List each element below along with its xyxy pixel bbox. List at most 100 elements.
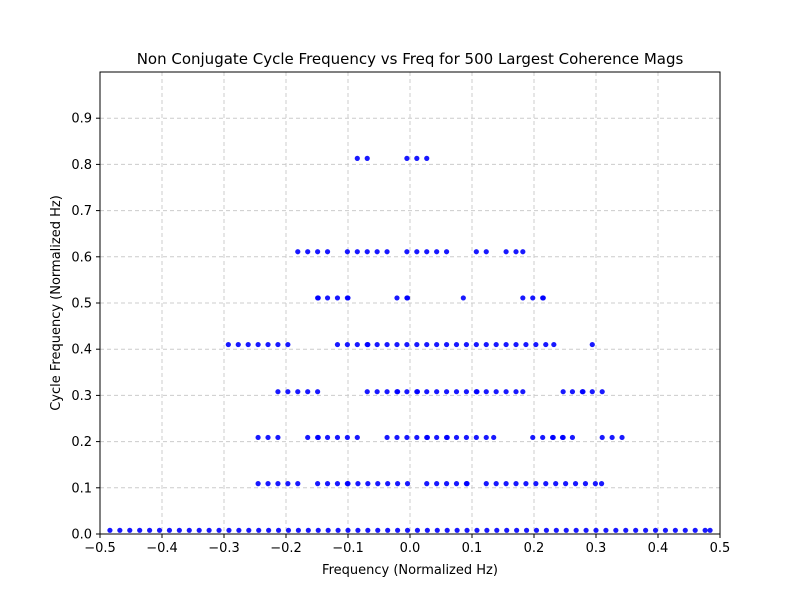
data-point [305, 527, 311, 533]
x-tick-label: 0.4 [648, 541, 669, 556]
data-point [553, 527, 559, 533]
data-point [236, 527, 242, 533]
data-point [265, 481, 271, 487]
data-point [572, 481, 579, 487]
data-point [295, 249, 301, 255]
data-point [394, 434, 400, 441]
y-axis-ticks: 0.0 0.1 0.2 0.3 0.4 0.5 0.6 0.7 0.8 0.9 [71, 112, 100, 543]
data-point [493, 389, 499, 395]
data-point [255, 434, 261, 441]
data-point [324, 295, 331, 301]
data-point [375, 527, 381, 533]
data-point [483, 341, 489, 348]
data-point [707, 527, 713, 533]
data-point [434, 481, 440, 487]
data-point [275, 389, 281, 395]
data-point [613, 527, 619, 533]
data-point [394, 295, 400, 301]
data-point [196, 527, 202, 533]
data-point [345, 527, 351, 533]
data-point [543, 527, 550, 533]
data-point [335, 527, 341, 533]
data-point [454, 527, 460, 533]
data-point [285, 481, 291, 487]
data-point [265, 341, 271, 348]
data-point [275, 481, 281, 487]
data-point [513, 389, 519, 395]
data-point [147, 527, 153, 533]
data-point [255, 481, 261, 487]
data-point [543, 481, 549, 487]
data-point [404, 481, 411, 487]
data-point [404, 155, 410, 161]
data-point [385, 481, 391, 487]
data-point [414, 527, 421, 533]
data-point [551, 341, 557, 348]
data-point [424, 249, 430, 255]
data-point [473, 249, 479, 255]
data-point [384, 434, 390, 441]
data-point [414, 389, 421, 395]
data-point [513, 249, 519, 255]
data-point [137, 527, 143, 533]
data-point [404, 434, 410, 441]
data-point [582, 481, 589, 487]
data-point [364, 249, 370, 255]
data-point [206, 527, 212, 533]
data-point [530, 295, 536, 301]
data-point [404, 295, 411, 301]
data-point [117, 527, 123, 533]
data-point [384, 249, 390, 255]
data-point [609, 434, 615, 441]
data-point [463, 341, 470, 348]
data-point [599, 434, 605, 441]
data-point [543, 341, 549, 348]
x-axis-ticks: −0.5 −0.4 −0.3 −0.2 −0.1 0.0 0.1 0.2 0.3 0.4 0.5 [84, 534, 730, 556]
y-tick-label: 0.6 [71, 250, 92, 265]
data-point [434, 249, 440, 255]
x-axis-label: Frequency (Normalized Hz) [322, 563, 498, 578]
data-point [344, 249, 350, 255]
data-point [235, 341, 241, 348]
data-point [483, 481, 489, 487]
data-point [520, 249, 526, 255]
data-point [503, 389, 509, 395]
data-point [354, 341, 360, 348]
data-point [355, 481, 361, 487]
data-point [514, 527, 520, 533]
chart-title: Non Conjugate Cycle Frequency vs Freq fo… [137, 50, 684, 68]
data-point [375, 481, 381, 487]
data-point [334, 341, 341, 348]
data-point [384, 341, 390, 348]
data-point [355, 527, 361, 533]
data-point [404, 527, 411, 533]
data-point [374, 389, 380, 395]
data-point [682, 527, 688, 533]
data-point [394, 341, 400, 348]
data-point [255, 341, 261, 348]
data-point [354, 155, 360, 161]
data-point [603, 527, 609, 533]
data-point [344, 341, 350, 348]
data-point [424, 155, 430, 161]
data-point [483, 389, 489, 395]
data-point [513, 341, 519, 348]
data-point [225, 341, 231, 348]
data-point [305, 434, 311, 441]
data-point [504, 527, 510, 533]
data-point [325, 527, 331, 533]
data-point [589, 341, 595, 348]
x-tick-label: −0.4 [146, 541, 178, 556]
data-point [424, 434, 430, 441]
x-tick-label: 0.3 [586, 541, 607, 556]
data-point [186, 527, 192, 533]
y-tick-label: 0.8 [71, 158, 92, 173]
y-tick-label: 0.0 [71, 528, 92, 543]
data-point [580, 389, 586, 395]
data-point [364, 155, 370, 161]
data-point [589, 389, 595, 395]
data-point [434, 389, 440, 395]
data-point [345, 295, 351, 301]
data-point [176, 527, 182, 533]
